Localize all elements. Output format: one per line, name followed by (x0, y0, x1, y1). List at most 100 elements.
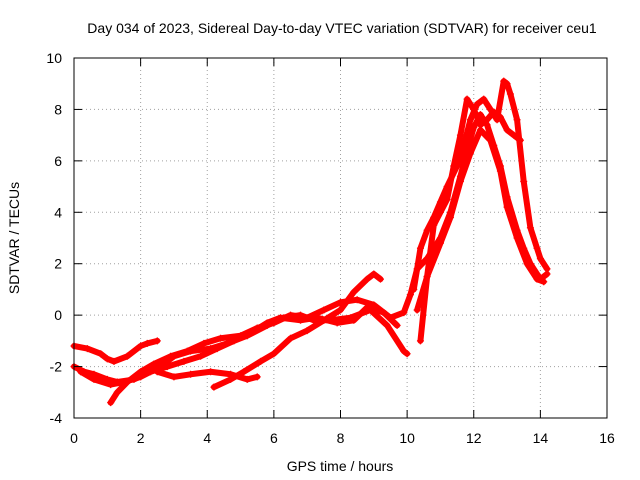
data-point (310, 316, 318, 324)
x-axis-label: GPS time / hours (287, 458, 394, 474)
data-point (513, 116, 521, 124)
data-point (393, 321, 401, 329)
data-point (366, 306, 374, 314)
data-point (370, 270, 378, 278)
data-point (240, 368, 248, 376)
data-point (533, 275, 541, 283)
data-point (476, 126, 484, 134)
data-point (303, 327, 311, 335)
data-point (210, 383, 218, 391)
data-point (450, 162, 458, 170)
data-point (400, 309, 408, 317)
data-point (406, 291, 414, 299)
series-track-6 (210, 270, 384, 391)
data-point (483, 116, 491, 124)
data-point (436, 239, 444, 247)
series-trace (417, 96, 524, 344)
y-tick-label: 4 (54, 204, 62, 220)
data-point (456, 131, 464, 139)
data-point (157, 363, 165, 371)
data-point (496, 167, 504, 175)
data-point (446, 213, 454, 221)
data-point (253, 324, 261, 332)
data-point (386, 314, 394, 322)
x-tick-label: 16 (599, 430, 615, 446)
data-point (456, 177, 464, 185)
data-point (540, 278, 548, 286)
y-tick-label: -4 (50, 410, 63, 426)
data-point (413, 306, 421, 314)
data-point (137, 342, 145, 350)
data-point (287, 311, 295, 319)
data-point (123, 352, 131, 360)
y-axis-label: SDTVAR / TECUs (6, 182, 22, 294)
data-point (320, 306, 328, 314)
data-point (103, 355, 111, 363)
data-point (423, 226, 431, 234)
data-point (463, 95, 471, 103)
y-tick-label: 2 (54, 256, 62, 272)
data-point (460, 141, 468, 149)
data-point (207, 368, 215, 376)
data-point (383, 321, 391, 329)
data-point (200, 339, 208, 347)
data-point (227, 375, 235, 383)
data-point (503, 80, 511, 88)
data-point (270, 319, 278, 327)
data-point (107, 381, 115, 389)
chart-title: Day 034 of 2023, Sidereal Day-to-day VTE… (87, 20, 597, 36)
series-track-9 (413, 126, 548, 314)
data-point (150, 360, 158, 368)
data-point (153, 368, 161, 376)
x-tick-label: 0 (70, 430, 78, 446)
data-point (416, 244, 424, 252)
data-point (363, 275, 371, 283)
data-point (486, 136, 494, 144)
data-point (153, 337, 161, 345)
data-point (207, 345, 215, 353)
data-point (113, 388, 121, 396)
data-point (470, 105, 478, 113)
data-point (526, 224, 534, 232)
data-point (287, 334, 295, 342)
series-track-1 (70, 337, 161, 365)
series-trace (107, 111, 551, 406)
data-point (353, 296, 361, 304)
data-point (503, 126, 511, 134)
data-point (197, 352, 205, 360)
plot-frame (73, 57, 608, 419)
data-point (180, 357, 188, 365)
data-point (237, 332, 245, 340)
data-point (110, 357, 118, 365)
data-point (337, 306, 344, 314)
data-point (123, 378, 131, 386)
data-point (430, 221, 438, 229)
data-point (423, 273, 431, 281)
data-point (83, 345, 91, 353)
data-point (443, 195, 451, 203)
data-point (170, 373, 178, 381)
data-point (403, 350, 411, 358)
data-point (523, 260, 531, 268)
y-tick-label: 10 (46, 50, 62, 66)
data-point (410, 285, 418, 293)
data-point (416, 337, 424, 345)
data-point (167, 352, 175, 360)
x-tick-label: 10 (399, 430, 415, 446)
data-point (97, 350, 105, 358)
data-point (346, 314, 354, 322)
data-point (543, 265, 551, 273)
data-point (90, 375, 98, 383)
data-point (320, 316, 328, 324)
data-point (270, 350, 278, 358)
data-point (533, 244, 541, 252)
data-point (137, 368, 145, 376)
x-tick-label: 4 (203, 430, 211, 446)
data-point (510, 131, 518, 139)
data-point (466, 116, 474, 124)
y-tick-label: -2 (50, 359, 63, 375)
data-point (516, 136, 524, 144)
x-tick-label: 14 (533, 430, 549, 446)
y-tick-label: 6 (54, 153, 62, 169)
